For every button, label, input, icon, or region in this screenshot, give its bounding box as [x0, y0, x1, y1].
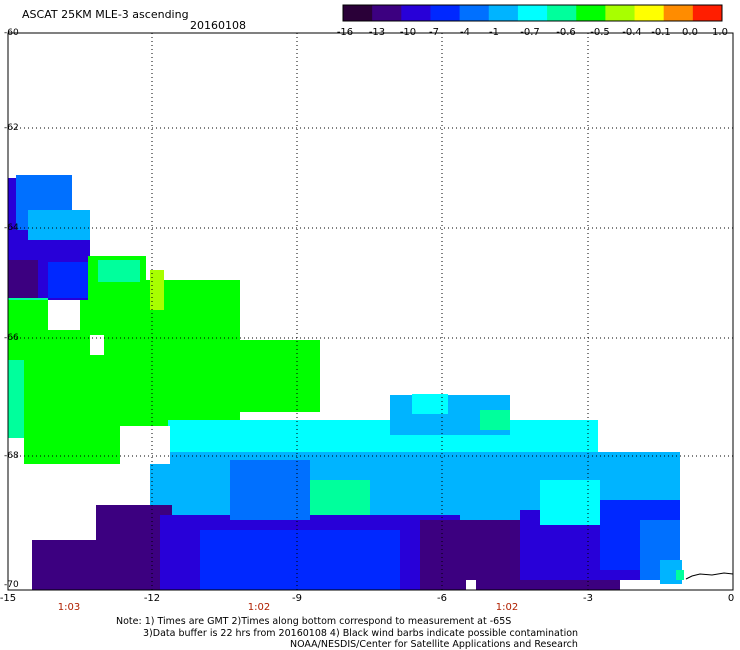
colorbar-swatch: [692, 5, 723, 21]
colorbar: [342, 4, 723, 22]
colorbar-frame: [342, 4, 723, 22]
colorbar-label: -1: [489, 27, 499, 38]
data-gap: [90, 335, 104, 355]
grid-lines: [8, 33, 733, 590]
lat-label: -60: [4, 28, 19, 38]
colorbar-label: -7: [429, 27, 439, 38]
data-cell-block: [480, 410, 510, 430]
colorbar-swatch: [663, 5, 694, 21]
lon-label: 0: [727, 593, 735, 604]
data-cell-block: [230, 460, 310, 520]
data-cell-block: [240, 340, 320, 412]
time-label: 1:02: [247, 602, 271, 613]
colorbar-swatch: [517, 5, 548, 21]
data-cell-block: [96, 505, 172, 590]
note-line-1: Note: 1) Times are GMT 2)Times along bot…: [116, 616, 512, 627]
data-cell-block: [48, 262, 88, 298]
data-cell-block: [8, 300, 48, 360]
data-gap: [120, 426, 170, 464]
colorbar-swatch: [343, 5, 373, 21]
data-cell-block: [412, 394, 448, 414]
lon-label: -12: [143, 593, 161, 604]
colorbar-label: -10: [399, 27, 417, 38]
time-label: 1:02: [495, 602, 519, 613]
data-cell-block: [676, 570, 684, 580]
data-cell-block: [160, 282, 204, 312]
time-label: 1:03: [57, 602, 81, 613]
colorbar-swatch: [634, 5, 665, 21]
colorbar-label: 1.0: [712, 27, 728, 38]
lat-label: -68: [4, 451, 19, 461]
data-cell-block: [8, 260, 38, 300]
note-line-3: NOAA/NESDIS/Center for Satellite Applica…: [290, 639, 578, 650]
lon-label: -9: [292, 593, 302, 604]
colorbar-swatch: [401, 5, 431, 21]
mle-data-field: [8, 175, 684, 590]
lat-label: -64: [4, 223, 19, 233]
data-cell-block: [200, 530, 400, 590]
colorbar-label: -0.6: [556, 27, 576, 38]
colorbar-label: -16: [336, 27, 354, 38]
colorbar-swatch: [372, 5, 402, 21]
colorbar-label: -13: [368, 27, 386, 38]
lon-label: -3: [583, 593, 593, 604]
data-cell-block: [540, 480, 600, 525]
colorbar-swatch: [547, 5, 577, 21]
colorbar-swatch: [430, 5, 461, 21]
data-cell-block: [98, 260, 140, 282]
colorbar-swatch: [459, 5, 490, 21]
data-gap: [466, 580, 476, 590]
product-date: 20160108: [190, 19, 246, 32]
lat-label: -70: [4, 580, 19, 590]
lat-label: -62: [4, 123, 19, 133]
colorbar-label: -0.1: [651, 27, 671, 38]
colorbar-label: -0.7: [520, 27, 540, 38]
data-cell-block: [150, 270, 164, 310]
colorbar-swatch: [576, 5, 606, 21]
colorbar-swatch: [605, 5, 636, 21]
lon-label: -6: [437, 593, 447, 604]
coastline: [685, 572, 734, 580]
colorbar-label: -0.4: [622, 27, 642, 38]
lon-label: -15: [0, 593, 17, 604]
data-gap: [48, 306, 80, 330]
colorbar-label: -4: [460, 27, 470, 38]
product-title: ASCAT 25KM MLE-3 ascending: [22, 8, 189, 21]
map-frame: [7, 32, 734, 591]
colorbar-swatch: [488, 5, 519, 21]
colorbar-label: -0.5: [590, 27, 610, 38]
data-cell-block: [32, 540, 102, 590]
note-line-2: 3)Data buffer is 22 hrs from 20160108 4)…: [143, 628, 579, 639]
colorbar-label: 0.0: [682, 27, 698, 38]
lat-label: -66: [4, 333, 19, 343]
